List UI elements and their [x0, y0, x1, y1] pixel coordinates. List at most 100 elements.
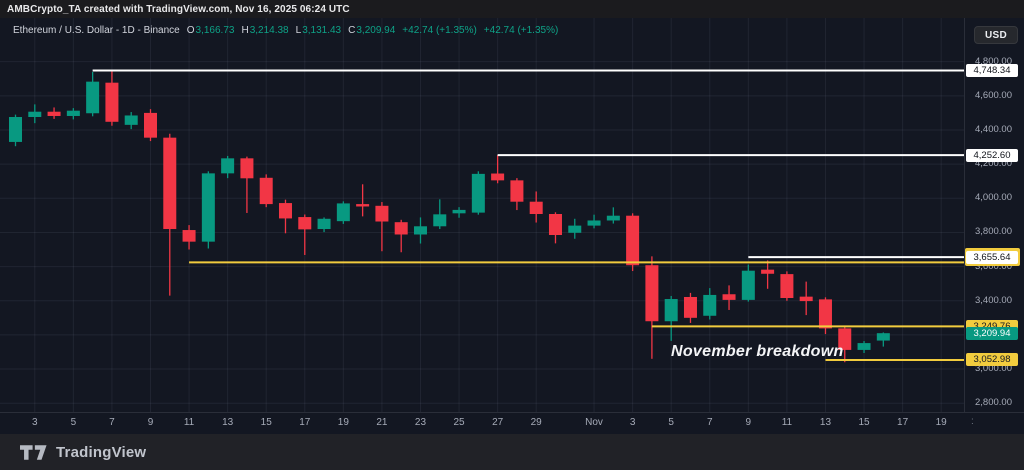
candle [761, 260, 775, 289]
time-tick-label: 19 [337, 417, 349, 428]
time-tick-label: 29 [530, 417, 542, 428]
footer-bar: TradingView [0, 434, 1024, 470]
time-tick-label: 11 [781, 417, 793, 428]
candle [645, 256, 659, 359]
candle [105, 70, 119, 126]
price-tick-label: 4,400.00 [975, 123, 1012, 135]
time-tick-label: 5 [70, 417, 77, 428]
time-tick-label: 3 [32, 417, 38, 428]
level-price-label: 4,748.34 [966, 64, 1018, 77]
candle [433, 199, 447, 230]
candles [9, 70, 890, 363]
level-price-label: 4,252.60 [966, 148, 1018, 162]
time-axis: : 3 5 7 9 11 13 15 17 19 21 23 25 27 29 Nov 3 5 7 9 11 13 15 1… [0, 412, 1024, 434]
time-tick-label: 21 [376, 417, 388, 428]
candle [201, 171, 215, 249]
candle [143, 109, 157, 142]
time-tick-label: 7 [109, 417, 115, 428]
time-tick-label: 19 [935, 417, 947, 428]
tradingview-logo-icon[interactable] [20, 444, 47, 460]
ohlc-open: O 3,166.73 [186, 25, 235, 36]
symbol-title: Ethereum / U.S. Dollar - 1D - Binance [13, 25, 180, 36]
level-price-label: 3,655.64 [966, 250, 1018, 264]
time-tick-label: 17 [299, 417, 311, 428]
candle [722, 285, 736, 310]
time-tick-label: 15 [858, 417, 870, 428]
candle [66, 108, 80, 120]
time-tick-label: 25 [453, 417, 465, 428]
time-tick-label: 17 [897, 417, 909, 428]
candle [741, 264, 755, 302]
price-tick-label: 3,000.00 [975, 363, 1012, 375]
candle [780, 271, 794, 301]
candle [298, 214, 312, 255]
change-percent: +42.74 (+1.35%) [483, 25, 559, 36]
candle [413, 217, 427, 244]
candle [510, 178, 524, 211]
brand-name[interactable]: TradingView [56, 443, 147, 461]
candle [259, 174, 273, 208]
candle [587, 214, 601, 229]
candle [838, 327, 852, 363]
current-price-label: 3,209.94 [966, 326, 1018, 340]
candle [278, 199, 292, 234]
candle [452, 207, 466, 218]
candle [317, 217, 331, 233]
candle [240, 156, 254, 213]
time-tick-label: 23 [414, 417, 427, 428]
candle [857, 341, 871, 353]
price-tick-label: 4,800.00 [975, 55, 1012, 67]
time-tick-label: 27 [492, 417, 504, 428]
clock-icon: : [971, 416, 974, 427]
time-tick-label: 7 [706, 417, 713, 428]
candle [182, 225, 196, 250]
candle [471, 171, 485, 215]
time-tick-label: 3 [629, 417, 636, 428]
level-lines [92, 69, 964, 361]
candle [356, 184, 370, 217]
candle [568, 218, 582, 239]
candle [703, 288, 717, 320]
candle [47, 107, 61, 119]
ohlc-low: L 3,131.43 [295, 25, 342, 36]
price-tick-label: 4,200.00 [975, 158, 1012, 170]
candle [28, 104, 42, 124]
candle [394, 219, 408, 253]
candle [876, 332, 890, 347]
time-tick-label: 5 [668, 417, 674, 428]
time-tick-label: 9 [147, 417, 154, 428]
candle [375, 202, 389, 252]
candle [491, 155, 505, 184]
time-tick-label: 13 [222, 417, 234, 428]
candle [9, 114, 22, 147]
candle [683, 292, 697, 323]
price-tick-label: 2,800.00 [975, 397, 1012, 409]
change-absolute: +42.74 (+1.35%) [402, 25, 477, 36]
price-axis: 4,800.00 4,600.00 4,400.00 4,200.00 4,000.00… [964, 18, 1024, 412]
price-tick-label: 3,800.00 [975, 226, 1012, 238]
ohlc-high: H 3,214.38 [241, 25, 289, 36]
candlestick-chart [0, 18, 964, 412]
price-tick-label: 4,000.00 [975, 192, 1012, 204]
price-tick-label: 3,400.00 [975, 294, 1012, 306]
time-tick-label: 11 [183, 417, 195, 428]
price-tick-label: 3,600.00 [975, 260, 1012, 272]
price-tick-label: 4,600.00 [975, 89, 1012, 101]
currency-toggle-button[interactable]: USD [974, 26, 1018, 44]
time-tick-label: 13 [819, 417, 832, 428]
chart-area: 4,800.00 4,600.00 4,400.00 4,200.00 4,000.00… [0, 18, 1024, 434]
time-tick-label: Nov [585, 417, 603, 428]
time-tick-label: 9 [745, 417, 752, 428]
attribution-bar: AMBCrypto_TA created with TradingView.co… [0, 0, 1024, 18]
ohlc-close: C 3,209.94 [348, 25, 396, 36]
candle [86, 71, 100, 117]
candle [818, 297, 832, 335]
level-price-label: 3,052.98 [966, 353, 1018, 367]
candle [124, 112, 138, 130]
candle [529, 191, 543, 223]
candle [799, 281, 813, 316]
candle [548, 212, 562, 244]
attribution-text: AMBCrypto_TA created with TradingView.co… [7, 3, 350, 15]
candle [664, 295, 678, 341]
